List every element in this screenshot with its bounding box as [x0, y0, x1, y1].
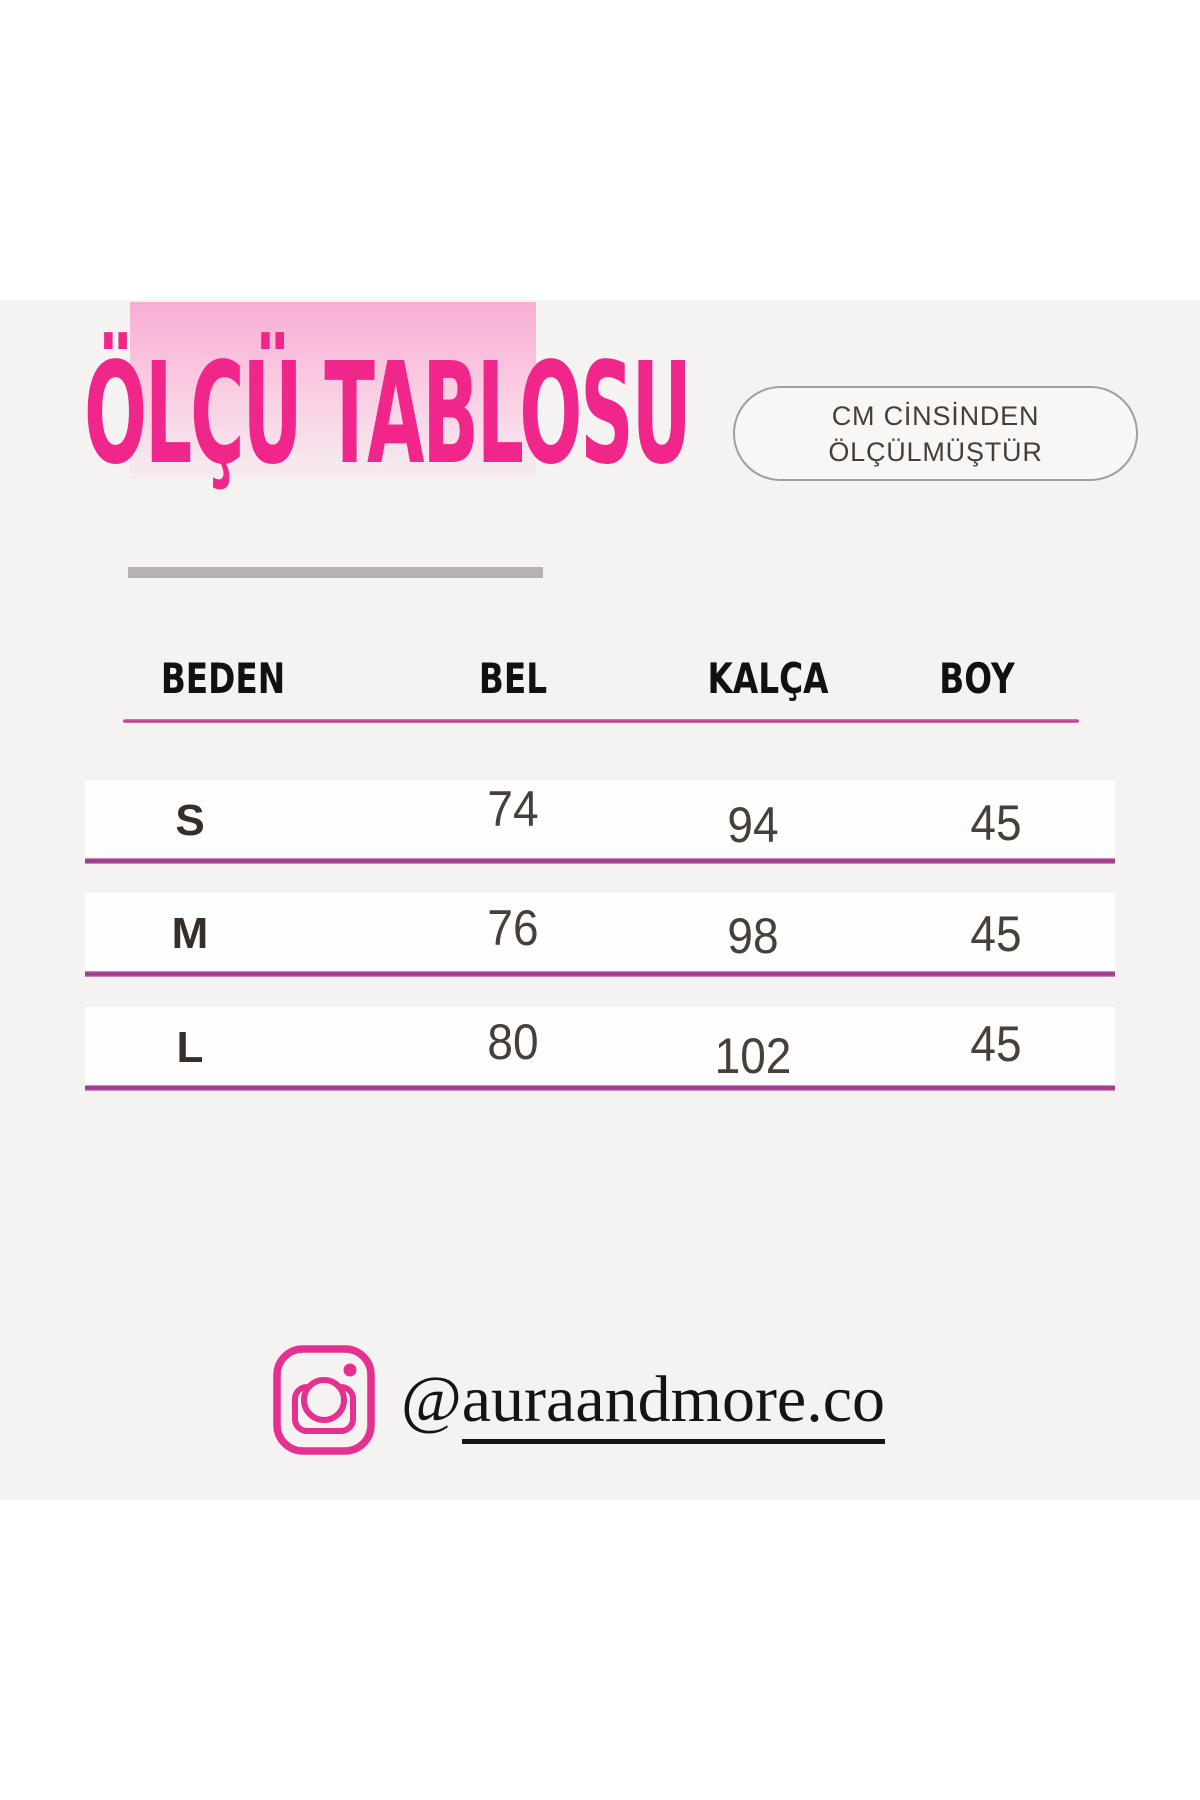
bel-cell: 76: [485, 887, 541, 969]
size-cell: L: [177, 1007, 204, 1089]
size-value: L: [176, 1023, 204, 1072]
header-bel: BEL: [469, 653, 556, 703]
boy-value: 45: [970, 1016, 1022, 1072]
size-value: M: [171, 909, 209, 958]
boy-value: 45: [970, 795, 1022, 851]
instagram-handle-link[interactable]: @auraandmore.co: [401, 1363, 886, 1444]
size-cell: M: [172, 893, 209, 975]
header-kalca: KALÇA: [690, 653, 845, 703]
table-row-s: S 74 94 45: [85, 780, 1115, 864]
page-title: ÖLÇÜ TABLOSU: [84, 333, 692, 496]
instagram-footer: @auraandmore.co: [0, 1340, 1178, 1460]
bel-value: 80: [487, 1014, 539, 1070]
header-kalca-label: KALÇA: [707, 653, 829, 703]
cm-badge: CM CİNSİNDEN ÖLÇÜLMÜŞTÜR: [733, 386, 1138, 481]
header-beden-label: BEDEN: [160, 653, 286, 703]
bel-cell: 80: [485, 1001, 541, 1083]
table-row-m: M 76 98 45: [85, 893, 1115, 977]
size-cell: S: [175, 780, 204, 862]
cm-badge-line1: CM CİNSİNDEN: [831, 400, 1040, 431]
header-bel-label: BEL: [478, 653, 548, 703]
kalca-cell: 98: [725, 895, 781, 977]
kalca-value: 94: [727, 797, 779, 853]
title-highlight: [130, 302, 536, 478]
table-row-l: L 80 102 45: [85, 1007, 1115, 1091]
kalca-cell: 102: [711, 1015, 794, 1097]
boy-cell: 45: [968, 782, 1024, 864]
size-value: S: [175, 796, 205, 845]
kalca-cell: 94: [725, 784, 781, 866]
bel-cell: 74: [485, 768, 541, 850]
instagram-handle: auraandmore.co: [461, 1363, 886, 1444]
at-symbol: @: [400, 1363, 462, 1436]
header-boy: BOY: [929, 653, 1026, 703]
boy-cell: 45: [968, 893, 1024, 975]
cm-badge-line2: ÖLÇÜLMÜŞTÜR: [828, 436, 1043, 467]
kalca-value: 102: [714, 1028, 792, 1084]
bel-value: 76: [487, 900, 539, 956]
title-divider-bar: [128, 567, 543, 578]
boy-value: 45: [970, 906, 1022, 962]
table-header-row: BEDEN BEL KALÇA BOY: [85, 653, 1115, 703]
header-underline: [123, 719, 1079, 723]
header-boy-label: BOY: [939, 653, 1015, 703]
boy-cell: 45: [968, 1003, 1024, 1085]
bel-value: 74: [487, 781, 539, 837]
header-beden: BEDEN: [143, 653, 302, 703]
instagram-icon[interactable]: [271, 1343, 377, 1457]
kalca-value: 98: [727, 908, 779, 964]
